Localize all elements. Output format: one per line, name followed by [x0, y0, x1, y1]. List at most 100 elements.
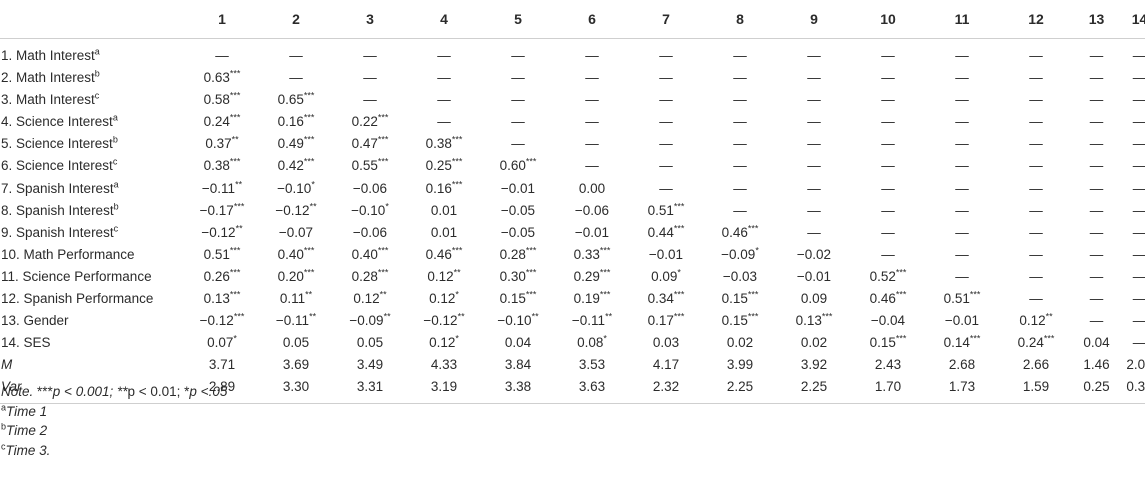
table-cell: — [1029, 70, 1043, 86]
table-cell: −0.09** [349, 311, 391, 329]
table-cell: 2.25 [777, 376, 851, 404]
row-label-superscript: c [112, 156, 118, 167]
table-cell: −0.04 [870, 313, 906, 329]
table-cell: 0.47*** [351, 134, 389, 152]
row-label: 8. Spanish Interestb [0, 200, 185, 222]
table-cell: −0.11** [571, 311, 613, 329]
table-cell: — [733, 92, 747, 108]
table-cell: — [1089, 313, 1104, 329]
table-cell: 0.26*** [203, 267, 241, 284]
table-cell: 0.24*** [1017, 333, 1055, 351]
table-cell: −0.06 [352, 224, 388, 240]
table-cell: — [955, 246, 969, 262]
table-cell: — [659, 114, 673, 130]
table-cell: −0.05 [500, 224, 536, 240]
table-cell: 0.12* [429, 289, 459, 307]
table-cell: 0.37** [205, 134, 239, 152]
row-label-text: 3. Math Interest [1, 92, 95, 108]
row-label-text: 1. Math Interest [1, 48, 95, 63]
column-header-9: 9 [777, 0, 851, 39]
table-cell: −0.02 [796, 246, 832, 262]
table-row: 4. Science Interesta 0.24*** 0.16*** 0.22**… [0, 111, 1145, 133]
table-cell: 0.08* [577, 333, 607, 351]
table-cell: 0.13*** [795, 311, 833, 329]
table-cell: — [659, 70, 673, 86]
table-cell: — [511, 136, 525, 152]
table-cell: −0.10* [277, 179, 315, 196]
table-cell: 1.73 [925, 376, 999, 404]
table-cell: 3.30 [259, 376, 333, 404]
table-cell: 4.33 [430, 357, 458, 373]
table-cell: 0.52*** [869, 267, 907, 284]
table-cell: 3.71 [208, 357, 236, 373]
header-corner-cell [0, 0, 185, 39]
table-cell: −0.12** [423, 311, 465, 329]
table-cell: — [1029, 291, 1043, 307]
table-cell: — [1089, 70, 1104, 86]
column-header-11: 11 [925, 0, 999, 39]
row-label: 14. SES [0, 332, 185, 354]
table-cell: 3.49 [356, 357, 384, 373]
table-cell: 3.92 [800, 357, 828, 373]
table-cell: 0.16*** [425, 179, 463, 196]
table-cell: −0.01 [796, 268, 832, 284]
table-cell: 0.04 [1083, 335, 1110, 351]
table-cell: 0.15*** [721, 311, 759, 329]
table-cell: 0.12** [1019, 311, 1053, 329]
table-cell: 0.46*** [425, 245, 463, 262]
table-cell: — [585, 92, 599, 108]
table-cell: — [363, 48, 377, 63]
table-cell: — [585, 70, 599, 86]
table-cell: −0.12*** [199, 311, 245, 329]
table-cell: −0.01 [500, 180, 536, 196]
table-cell: — [733, 180, 747, 196]
table-cell: — [1089, 224, 1104, 240]
column-header-3: 3 [333, 0, 407, 39]
table-cell: — [511, 114, 525, 130]
table-row: 13. Gender −0.12*** −0.11** −0.09** −0.12** −… [0, 310, 1145, 332]
table-cell: — [585, 136, 599, 152]
table-cell: 0.15*** [869, 333, 907, 351]
table-cell: — [881, 224, 895, 240]
table-cell: — [807, 48, 821, 63]
table-cell: 0.49*** [277, 134, 315, 152]
table-cell: −0.10* [351, 201, 389, 218]
table-cell: — [733, 70, 747, 86]
table-cell: 1.46 [1083, 357, 1110, 373]
table-cell: — [1089, 136, 1104, 152]
row-label-text: 10. Math Performance [1, 246, 135, 262]
table-cell: — [215, 48, 229, 63]
row-label: 4. Science Interesta [0, 111, 185, 133]
table-cell: — [881, 136, 895, 152]
column-header-5: 5 [481, 0, 555, 39]
table-cell: 0.07* [207, 333, 237, 351]
row-label-text: 13. Gender [1, 313, 69, 329]
row-label-text: 6. Science Interest [1, 158, 113, 174]
table-cell: −0.01 [648, 246, 684, 262]
table-cell: 0.01 [430, 202, 458, 218]
row-label-superscript: b [112, 134, 118, 145]
table-cell: — [807, 114, 821, 130]
table-cell: — [659, 48, 673, 63]
table-cell: — [1132, 48, 1145, 63]
table-cell: — [659, 136, 673, 152]
row-label-text: 8. Spanish Interest [1, 202, 114, 218]
table-cell: — [733, 158, 747, 174]
table-cell: — [1029, 114, 1043, 130]
table-cell: — [955, 48, 969, 63]
table-cell: 0.38*** [425, 134, 463, 152]
table-cell: — [1029, 48, 1043, 63]
row-label-superscript: a [112, 112, 118, 123]
table-cell: — [437, 70, 451, 86]
table-cell: 0.12** [353, 289, 387, 307]
table-cell: 3.31 [333, 376, 407, 404]
table-cell: 0.30*** [499, 267, 537, 284]
table-cell: — [807, 224, 821, 240]
table-cell: — [733, 114, 747, 130]
row-label-text: Var [1, 379, 22, 395]
table-cell: — [1132, 224, 1145, 240]
table-cell: 0.16*** [277, 112, 315, 130]
table-cell: −0.12** [201, 223, 243, 240]
table-cell: — [1029, 158, 1043, 174]
table-row: M 3.71 3.69 3.49 4.33 3.84 3.53 4.17 3.99 3.92 2.4… [0, 354, 1145, 376]
